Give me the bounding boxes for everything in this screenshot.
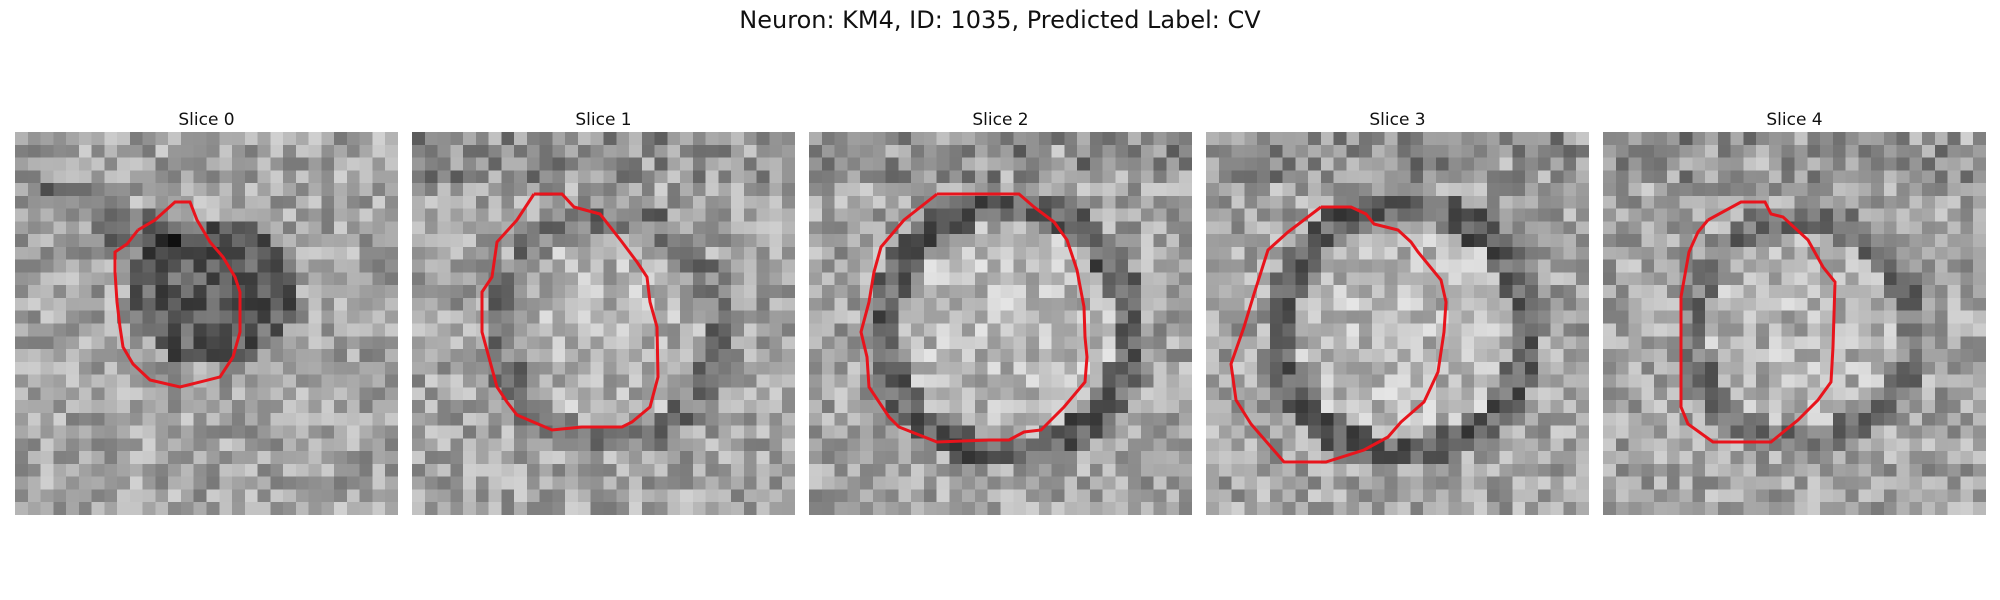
panel-slice-4: Slice 4: [1603, 108, 1986, 515]
segmentation-contour: [113, 200, 242, 389]
segmentation-contour: [1679, 200, 1837, 444]
panel-slice-1: Slice 1: [412, 108, 795, 515]
contour-line: [1229, 205, 1448, 464]
figure-title: Neuron: KM4, ID: 1035, Predicted Label: …: [739, 6, 1261, 34]
panel-title: Slice 2: [972, 110, 1029, 130]
segmentation-contour: [859, 192, 1089, 444]
contour-line: [1679, 200, 1837, 444]
panel-slice-0: Slice 0: [15, 108, 398, 515]
panel-title: Slice 0: [178, 110, 235, 130]
panel-slice-3: Slice 3: [1206, 108, 1589, 515]
segmentation-contour: [480, 192, 660, 432]
em-slice-image: [809, 132, 1192, 515]
em-slice-image: [1603, 132, 1986, 515]
panel-title: Slice 1: [575, 110, 632, 130]
panel-title: Slice 3: [1369, 110, 1426, 130]
em-slice-image: [15, 132, 398, 515]
contour-line: [480, 192, 660, 432]
segmentation-contour: [1229, 205, 1448, 464]
panel-slice-2: Slice 2: [809, 108, 1192, 515]
contour-line: [113, 200, 242, 389]
panel-title: Slice 4: [1766, 110, 1823, 130]
contour-line: [859, 192, 1089, 444]
em-slice-image: [412, 132, 795, 515]
em-slice-image: [1206, 132, 1589, 515]
